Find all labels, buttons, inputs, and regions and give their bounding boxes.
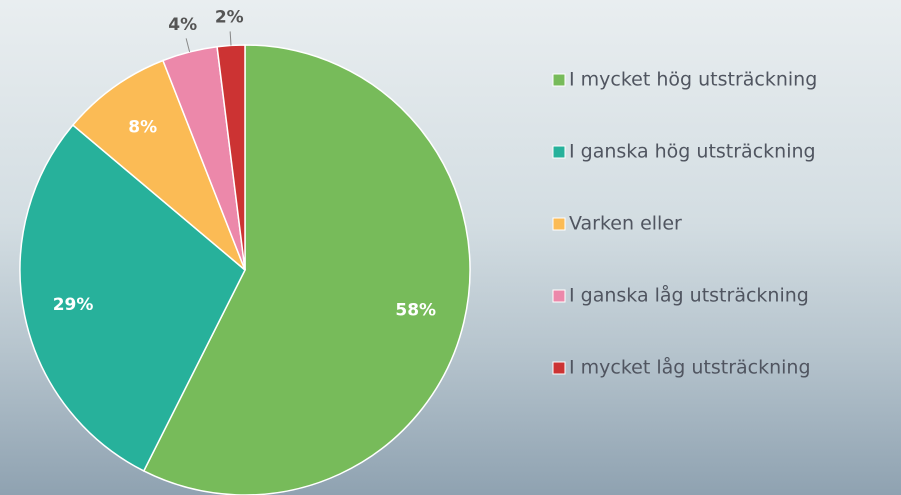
legend-swatch — [553, 218, 565, 230]
legend-label: I ganska låg utsträckning — [569, 284, 809, 307]
data-label: 4% — [168, 15, 197, 35]
data-label: 29% — [53, 295, 94, 315]
legend-label: Varken eller — [569, 213, 682, 235]
legend-swatch — [553, 146, 565, 158]
chart: 58% 29% 8% 4% 2% I mycket hög utsträckning I g… — [0, 0, 901, 495]
legend-swatch — [553, 74, 565, 86]
legend-swatch — [553, 290, 565, 302]
legend-label: I mycket hög utsträckning — [569, 69, 817, 91]
legend-label: I mycket låg utsträckning — [569, 356, 811, 379]
data-label: 8% — [128, 117, 157, 137]
legend-label: I ganska hög utsträckning — [569, 141, 816, 163]
legend-swatch — [553, 362, 565, 374]
data-label: 58% — [395, 301, 436, 321]
data-label: 2% — [215, 7, 244, 27]
